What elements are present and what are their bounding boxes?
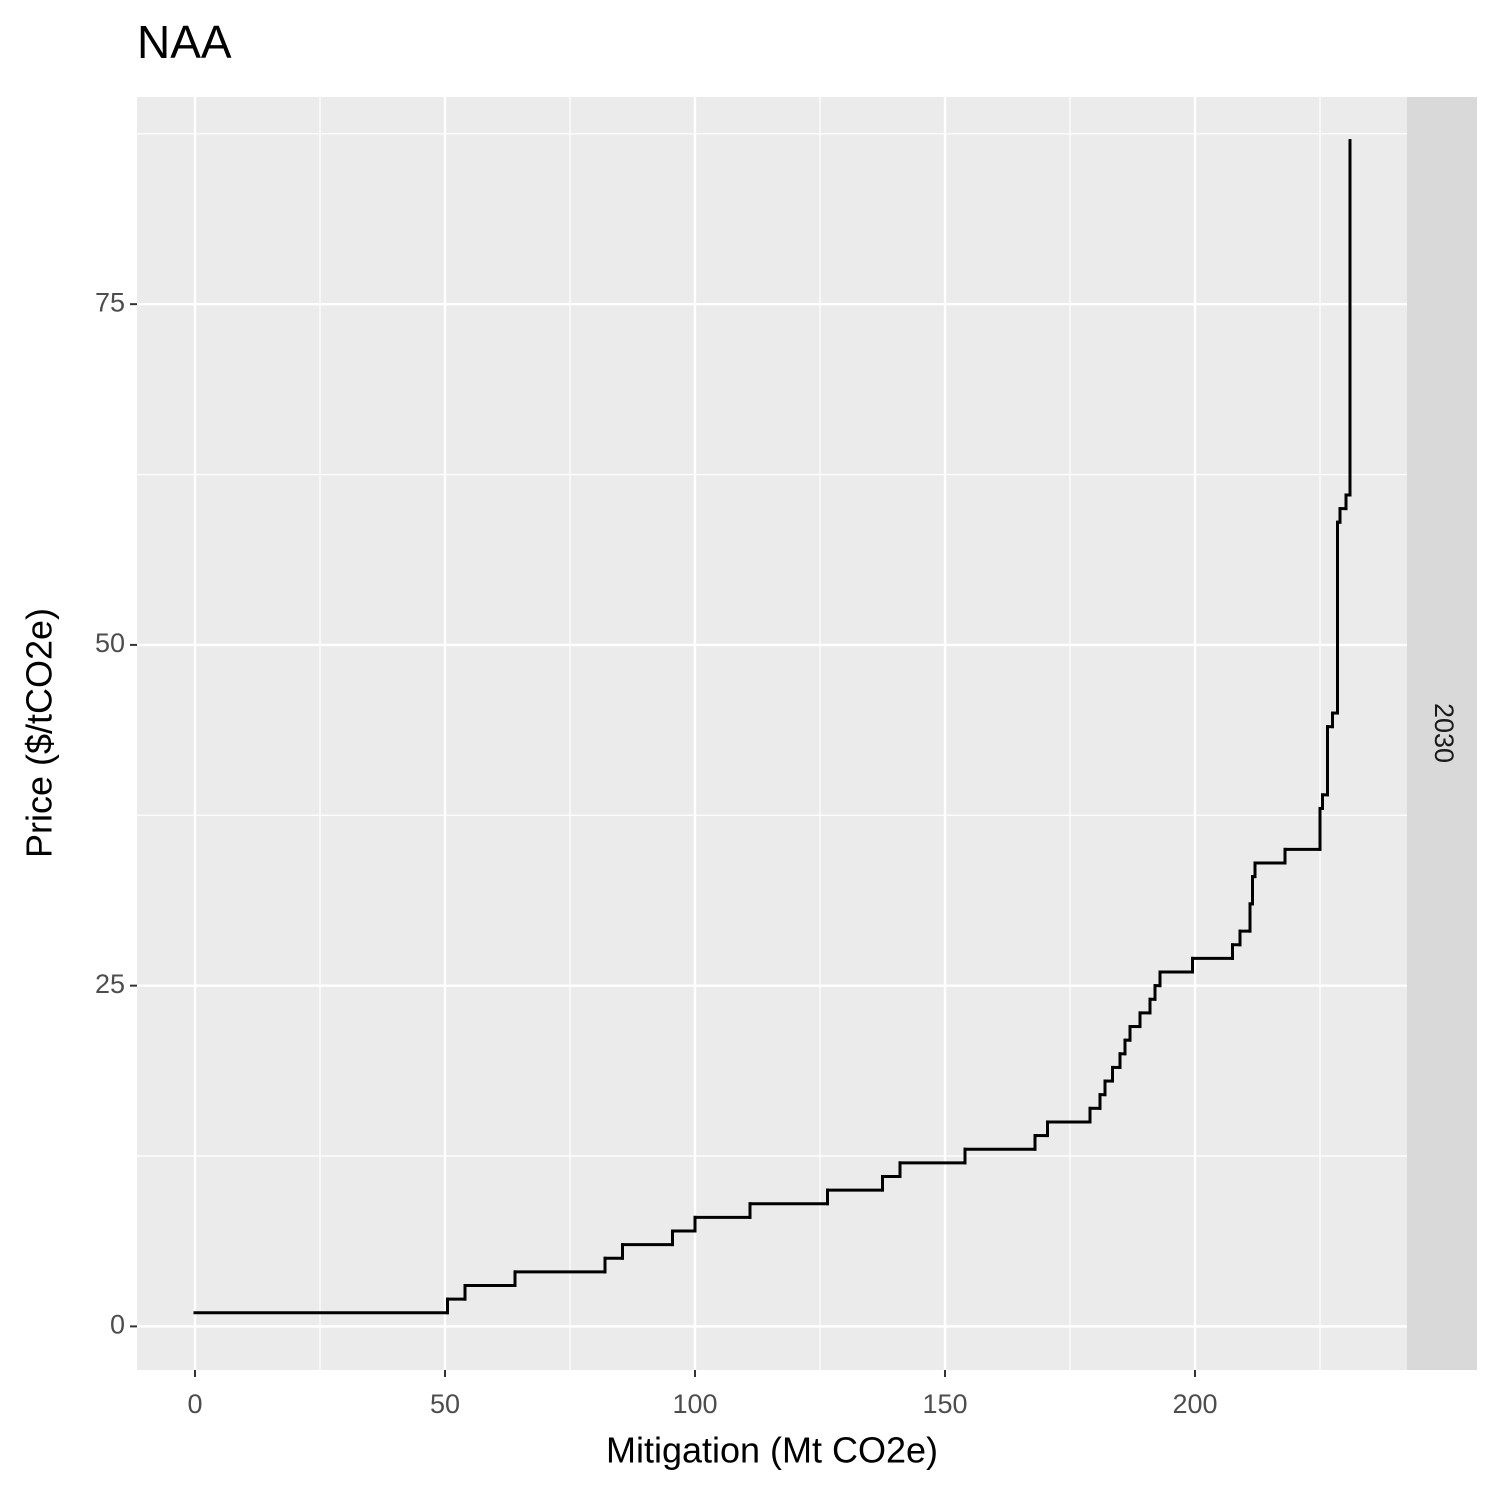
- x-tick-label: 200: [1172, 1389, 1217, 1419]
- y-tick-label: 75: [95, 287, 125, 317]
- x-tick-label: 150: [922, 1389, 967, 1419]
- panel: [137, 97, 1407, 1370]
- y-tick-label: 50: [95, 628, 125, 658]
- step-end: [1348, 139, 1352, 143]
- y-tick-label: 0: [110, 1310, 125, 1340]
- x-tick-label: 100: [672, 1389, 717, 1419]
- x-tick-label: 0: [187, 1389, 202, 1419]
- x-axis-label: Mitigation (Mt CO2e): [606, 1430, 938, 1471]
- y-tick-label: 25: [95, 969, 125, 999]
- chart-title: NAA: [137, 16, 232, 68]
- y-axis-label: Price ($/tCO2e): [19, 608, 60, 858]
- facet-label: 2030: [1429, 703, 1459, 763]
- x-tick-label: 50: [430, 1389, 460, 1419]
- facet-strip: [1407, 97, 1477, 1370]
